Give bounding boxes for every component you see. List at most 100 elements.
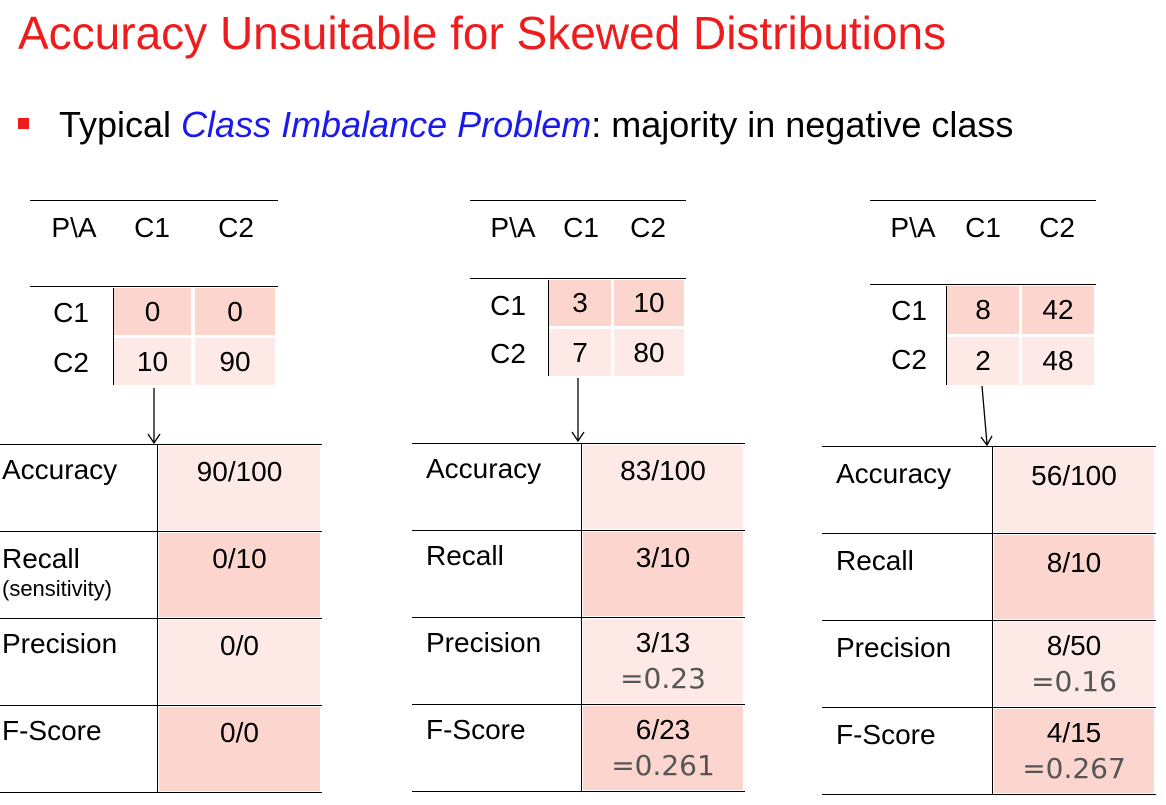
table-rule <box>0 444 322 445</box>
table-rule <box>822 707 1156 708</box>
metric-label: Recall <box>426 540 504 571</box>
matrix-cell: 80 <box>614 329 684 376</box>
table-rule <box>0 531 322 532</box>
arrow-down-icon <box>147 388 161 445</box>
slide-title: Accuracy Unsuitable for Skewed Distribut… <box>18 7 947 59</box>
metric-subtitle: (sensitivity) <box>2 576 113 601</box>
table-rule <box>412 617 745 618</box>
table-rule <box>0 705 322 706</box>
bullet-point: Typical Class Imbalance Problem: majorit… <box>18 104 1013 146</box>
matrix-col-header: C1 <box>563 212 599 243</box>
metric-value: 4/15 <box>1046 717 1102 748</box>
metric-label: Recall <box>836 545 914 576</box>
metric-value-box: 4/15 =0.267 <box>994 709 1154 793</box>
matrix-divider <box>113 288 114 385</box>
matrix-col-header: C1 <box>134 212 170 243</box>
metric-label: Precision <box>2 628 118 659</box>
metric-value: 6/23 <box>635 714 691 745</box>
metric-decimal: =0.267 <box>1022 752 1126 786</box>
metric-value-box: 8/50 =0.16 <box>994 622 1154 706</box>
metric-value: 83/100 <box>583 445 743 529</box>
matrix-cell: 0 <box>114 288 191 335</box>
matrix-row-label: C2 <box>891 344 927 375</box>
matrix-row-label: C1 <box>53 297 89 328</box>
matrix-cell: 42 <box>1022 286 1094 334</box>
metric-value: 56/100 <box>994 448 1154 532</box>
matrix-divider <box>946 286 947 385</box>
bullet-suffix: : majority in negative class <box>591 104 1014 145</box>
metric-value: 0/0 <box>159 620 320 704</box>
matrix-cell: 90 <box>195 338 275 385</box>
matrix-cell: 0 <box>195 288 275 335</box>
matrix-divider <box>548 280 549 376</box>
matrix-cell: 2 <box>947 337 1019 385</box>
metric-decimal: =0.261 <box>611 749 715 783</box>
matrix-col-header: C1 <box>965 212 1001 243</box>
metric-label: Precision <box>836 632 952 663</box>
matrix-top-rule <box>470 200 686 201</box>
table-rule <box>822 533 1156 534</box>
table-rule <box>0 618 322 619</box>
table-rule <box>822 620 1156 621</box>
table-rule <box>412 443 745 444</box>
matrix-row-label: C2 <box>53 347 89 378</box>
arrow-down-icon <box>571 378 585 443</box>
matrix-col-header: C2 <box>218 212 254 243</box>
matrix-mid-rule <box>870 284 1096 285</box>
matrix-col-header: C2 <box>1039 212 1075 243</box>
matrix-cell: 10 <box>614 280 684 326</box>
metric-name: Recall <box>2 543 80 574</box>
metrics-table-1: Accuracy Recall (sensitivity) Precision … <box>0 444 322 796</box>
metric-value-box: 6/23 =0.261 <box>583 706 743 790</box>
metric-decimal: =0.23 <box>620 662 706 696</box>
table-rule <box>412 704 745 705</box>
metric-value: 8/10 <box>994 535 1154 619</box>
metrics-table-3: Accuracy Recall Precision F-Score 56/100… <box>822 446 1156 798</box>
confusion-matrix-1: P\A C1 C2 C1 C2 0 0 10 90 <box>30 200 278 390</box>
matrix-cell: 8 <box>947 286 1019 334</box>
table-rule <box>412 791 745 792</box>
matrix-mid-rule <box>30 286 278 287</box>
metric-value: 0/10 <box>159 533 320 617</box>
matrix-corner-label: P\A <box>890 212 936 243</box>
matrix-cell: 3 <box>549 280 611 326</box>
table-divider <box>992 446 993 795</box>
metrics-table-2: Accuracy Recall Precision F-Score 83/100… <box>412 443 745 795</box>
metric-label: F-Score <box>2 715 102 746</box>
table-rule <box>0 792 322 793</box>
matrix-col-header: C2 <box>630 212 666 243</box>
confusion-matrix-2: P\A C1 C2 C1 C2 3 10 7 80 <box>470 200 686 380</box>
table-divider <box>157 444 158 793</box>
table-divider <box>581 443 582 792</box>
metric-value: 90/100 <box>159 446 320 530</box>
metric-label: Recall (sensitivity) <box>2 541 112 602</box>
matrix-row-label: C1 <box>490 290 526 321</box>
matrix-cell: 10 <box>114 338 191 385</box>
metric-value: 0/0 <box>159 707 320 791</box>
metric-label: Accuracy <box>836 458 952 489</box>
metric-label: F-Score <box>836 719 936 750</box>
bullet-prefix: Typical <box>59 104 182 145</box>
bullet-square-icon <box>18 117 29 129</box>
metric-value: 8/50 <box>1046 630 1102 661</box>
arrow-down-icon <box>980 385 993 447</box>
table-rule <box>412 530 745 531</box>
bullet-emphasis: Class Imbalance Problem <box>181 104 592 145</box>
metric-value-box: 3/13 =0.23 <box>583 619 743 703</box>
confusion-matrix-3: P\A C1 C2 C1 C2 8 42 2 48 <box>870 200 1096 390</box>
metric-label: Precision <box>426 627 542 658</box>
metric-label: Accuracy <box>426 453 542 484</box>
matrix-cell: 7 <box>549 329 611 376</box>
metric-value: 3/10 <box>583 532 743 616</box>
table-rule <box>822 446 1156 447</box>
matrix-row-label: C1 <box>891 295 927 326</box>
matrix-mid-rule <box>470 278 686 279</box>
matrix-corner-label: P\A <box>490 212 536 243</box>
matrix-top-rule <box>30 200 278 201</box>
metric-value: 3/13 <box>635 627 691 658</box>
metric-label: Accuracy <box>2 454 118 485</box>
metric-label: F-Score <box>426 714 526 745</box>
matrix-row-label: C2 <box>490 338 526 369</box>
matrix-corner-label: P\A <box>51 212 97 243</box>
matrix-top-rule <box>870 200 1096 201</box>
